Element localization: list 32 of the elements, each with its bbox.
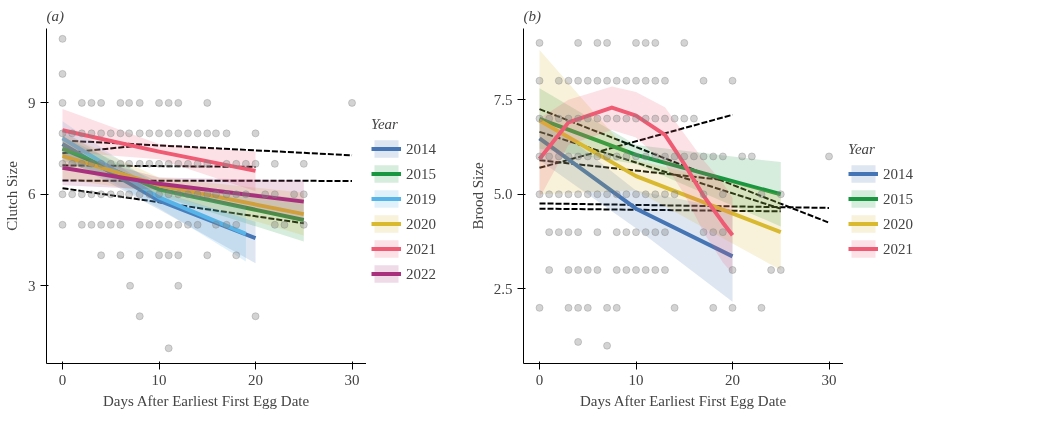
y-tick-label: 5.0 (493, 186, 513, 203)
legend-title: Year (848, 140, 876, 158)
legend-label: 2021 (883, 240, 913, 257)
y-tick-label: 7.5 (493, 91, 513, 108)
x-tick-label: 30 (821, 371, 837, 388)
legend-label: 2021 (406, 240, 436, 257)
legend-label: 2020 (883, 215, 913, 232)
x-tick-label: 20 (725, 371, 741, 388)
y-tick-label: 3 (28, 277, 36, 294)
y-tick-label: 9 (28, 94, 36, 111)
x-tick-label: 20 (248, 371, 264, 388)
legend-label: 2020 (406, 215, 436, 232)
x-axis-title: Days After Earliest First Egg Date (579, 392, 787, 409)
y-axis-title: Clutch Size (4, 160, 20, 231)
legend-label: 2015 (406, 165, 436, 182)
y-tick-label: 6 (28, 186, 36, 203)
legend-label: 2015 (883, 190, 913, 207)
legend-label: 2022 (406, 265, 436, 282)
chart-title: (b) (523, 7, 541, 25)
y-tick-label: 2.5 (493, 280, 513, 297)
legend-label: 2014 (883, 165, 913, 182)
x-axis-title: Days After Earliest First Egg Date (102, 392, 310, 409)
x-tick-label: 0 (535, 371, 544, 388)
legend-title: Year (371, 115, 399, 133)
chart-title: (a) (46, 7, 64, 25)
x-tick-label: 30 (344, 371, 360, 388)
x-tick-label: 0 (58, 371, 67, 388)
x-tick-label: 10 (628, 371, 644, 388)
legend-label: 2014 (406, 140, 436, 157)
x-tick-label: 10 (151, 371, 167, 388)
y-axis-title: Brood Size (469, 162, 486, 230)
legend-label: 2019 (406, 190, 436, 207)
